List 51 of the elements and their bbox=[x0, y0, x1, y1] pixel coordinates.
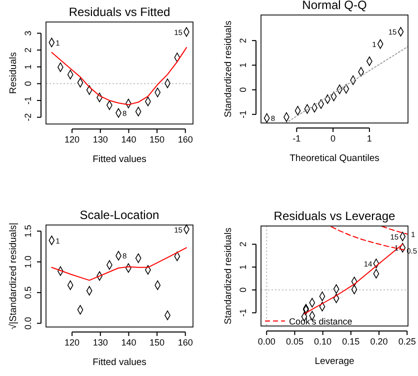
x-tick-label: 130 bbox=[92, 134, 108, 144]
x-axis-title: Fitted values bbox=[92, 154, 147, 165]
x-tick-label: 150 bbox=[150, 134, 165, 144]
x-axis-title: Theoretical Quantiles bbox=[290, 153, 380, 164]
x-tick-label: 130 bbox=[92, 337, 108, 348]
y-tick-label: 0 bbox=[238, 87, 248, 92]
y-tick-label: 0.0 bbox=[23, 317, 33, 330]
y-axis-title: Standardized residuals bbox=[223, 20, 234, 118]
y-tick-label: 0 bbox=[238, 287, 248, 292]
y-tick-label: -1 bbox=[238, 110, 248, 118]
x-tick-label: 0.15 bbox=[342, 336, 360, 346]
x-tick-label: 1 bbox=[366, 133, 372, 144]
y-tick-label: 2 bbox=[238, 242, 248, 247]
x-tick-label: 160 bbox=[178, 337, 193, 348]
y-tick-label: 0 bbox=[23, 81, 33, 86]
chart-title: Residuals vs Fitted bbox=[68, 5, 170, 19]
x-tick-label: 0 bbox=[330, 133, 336, 144]
y-axis-title: Residuals bbox=[8, 52, 19, 94]
y-axis-title: Standardized residuals bbox=[223, 227, 234, 324]
y-tick-label: 1 bbox=[238, 264, 248, 270]
x-tick-label: -1 bbox=[292, 133, 301, 144]
y-tick-label: -2 bbox=[23, 113, 33, 122]
y-tick-label: 1.5 bbox=[23, 224, 33, 238]
chart-title: Normal Q-Q bbox=[302, 0, 367, 12]
x-tick-label: 0.00 bbox=[258, 336, 276, 346]
y-tick-label: 2 bbox=[238, 38, 248, 44]
y-axis-title: √|Standardized residuals| bbox=[8, 222, 19, 330]
legend-label: Cook's distance bbox=[289, 316, 352, 326]
line-series bbox=[51, 247, 187, 281]
x-tick-label: 140 bbox=[121, 337, 136, 348]
x-tick-label: 0.10 bbox=[314, 336, 332, 346]
x-tick-label: 120 bbox=[64, 134, 80, 144]
y-tick-label: 0.5 bbox=[23, 286, 33, 299]
y-tick-label: 3 bbox=[23, 30, 33, 36]
x-tick-label: 0.25 bbox=[398, 336, 416, 346]
x-tick-label: 140 bbox=[121, 134, 136, 144]
x-tick-label: 150 bbox=[150, 337, 165, 348]
x-axis-title: Fitted values bbox=[92, 357, 147, 368]
y-tick-label: 1 bbox=[238, 62, 248, 68]
chart-title: Residuals vs Leverage bbox=[274, 209, 396, 223]
x-tick-label: 120 bbox=[64, 337, 80, 348]
chart-title: Scale-Location bbox=[80, 208, 160, 222]
x-tick-label: 0.20 bbox=[370, 336, 388, 346]
x-tick-label: 160 bbox=[178, 134, 193, 144]
y-tick-label: 1 bbox=[23, 64, 33, 70]
y-tick-label: 1.0 bbox=[23, 256, 33, 268]
y-tick-label: -1 bbox=[238, 308, 248, 317]
x-axis-title: Leverage bbox=[314, 356, 354, 367]
y-tick-label: -1 bbox=[23, 96, 33, 104]
y-tick-label: 2 bbox=[23, 48, 33, 53]
x-tick-label: 0.05 bbox=[286, 336, 304, 346]
